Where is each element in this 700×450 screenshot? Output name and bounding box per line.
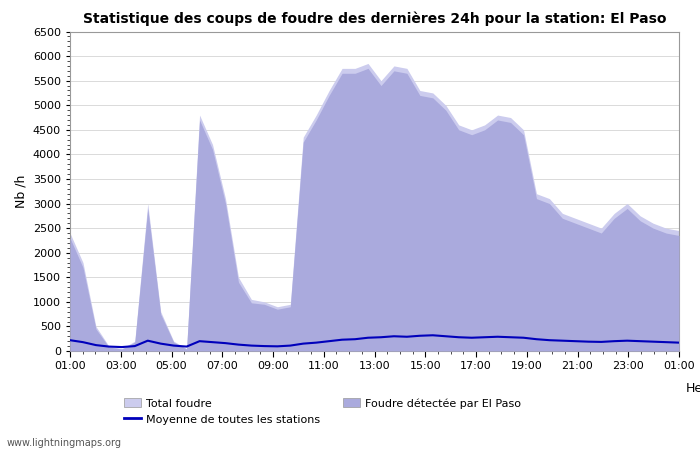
Legend: Total foudre, Moyenne de toutes les stations, Foudre détectée par El Paso: Total foudre, Moyenne de toutes les stat… xyxy=(125,398,521,425)
Text: www.lightningmaps.org: www.lightningmaps.org xyxy=(7,438,122,448)
Title: Statistique des coups de foudre des dernières 24h pour la station: El Paso: Statistique des coups de foudre des dern… xyxy=(83,12,666,26)
Y-axis label: Nb /h: Nb /h xyxy=(14,175,27,208)
Text: Heure: Heure xyxy=(686,382,700,395)
